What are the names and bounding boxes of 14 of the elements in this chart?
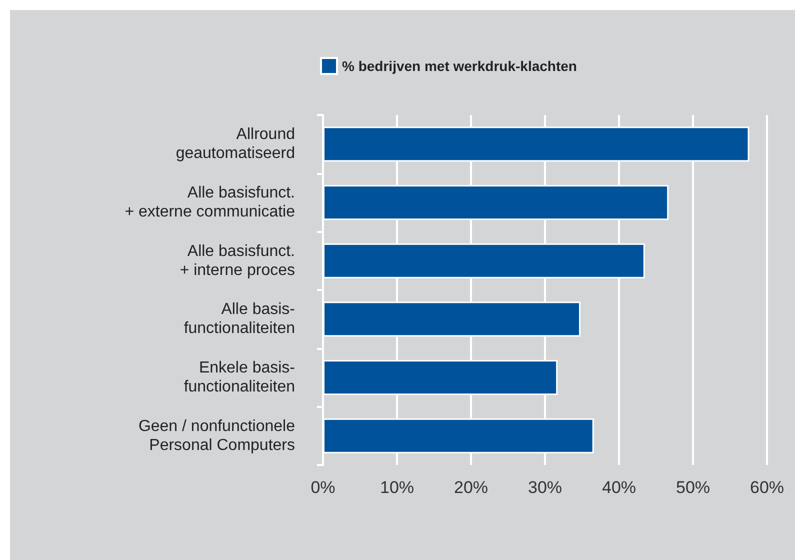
y-tick-label: Alle basis- functionaliteiten bbox=[184, 301, 295, 338]
y-tick-label: Enkele basis- functionaliteiten bbox=[184, 360, 295, 396]
y-tick-label: Alle basisfunct. + interne proces bbox=[180, 242, 295, 279]
x-tick-label: 10% bbox=[380, 478, 414, 497]
legend-label: % bedrijven met werkdruk-klachten bbox=[342, 58, 577, 74]
x-tick-label: 40% bbox=[602, 478, 636, 497]
y-tick-label: Allround geautomatiseerd bbox=[176, 126, 295, 162]
x-tick-label: 60% bbox=[750, 478, 784, 497]
y-tick-label: Geen / nonfunctionele Personal Computers bbox=[138, 418, 296, 454]
x-tick-label: 30% bbox=[528, 478, 562, 497]
y-tick-label: Alle basisfunct. + externe communicatie bbox=[124, 184, 296, 220]
x-tick-label: 50% bbox=[676, 478, 710, 497]
x-tick-label: 20% bbox=[454, 478, 488, 497]
x-tick-label: 0% bbox=[310, 478, 336, 497]
